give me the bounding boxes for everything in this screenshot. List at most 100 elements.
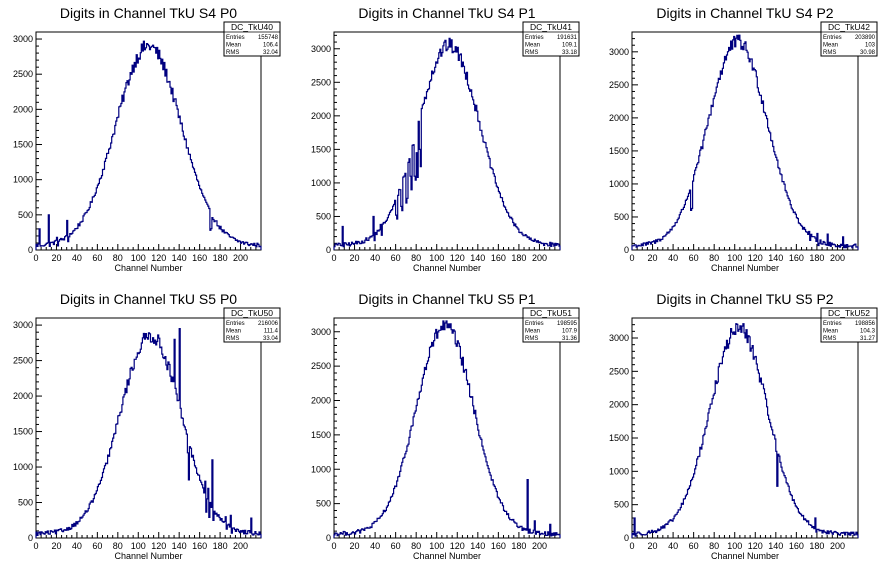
plot-frame [631,31,859,251]
histogram-line [333,37,561,250]
y-tick-label: 500 [614,500,629,510]
y-tick-label: 2000 [609,400,629,410]
x-tick-label: 100 [727,541,742,551]
stats-label: RMS [823,50,836,56]
y-tick-label: 1000 [609,466,629,476]
x-tick-label: 20 [51,253,61,263]
stats-value: 31.27 [860,336,876,342]
stats-value: 33.18 [562,50,578,56]
x-axis-label: Channel Number [413,551,481,561]
x-tick-label: 140 [172,541,187,551]
x-tick-label: 180 [809,253,824,263]
stats-box-frame [223,21,281,57]
x-axis: 0 20 40 60 80 100 120 140 160 180 200 Channel Numbe… [33,244,262,273]
histogram-panel: Digits in Channel TkU S4 P1 0 20 40 60 80 100 1… [311,5,580,273]
x-tick-label: 60 [391,541,401,551]
y-tick-label: 0 [28,245,33,255]
y-axis: 0 500 1000 1500 2000 2500 3000 [609,31,638,255]
x-tick-label: 100 [727,253,742,263]
x-tick-label: 160 [491,253,506,263]
x-tick-label: 120 [450,253,465,263]
y-tick-label: 2500 [311,77,331,87]
stats-value: 106.4 [263,43,279,49]
x-axis-label: Channel Number [114,263,182,273]
y-tick-label: 2500 [609,366,629,376]
stats-label: RMS [823,336,836,342]
stats-label: RMS [525,50,538,56]
x-tick-label: 180 [809,541,824,551]
x-tick-label: 200 [532,541,547,551]
x-tick-label: 120 [748,253,763,263]
x-tick-label: 180 [213,253,228,263]
stats-value: 31.36 [562,336,578,342]
chart-title: Digits in Channel TkU S5 P2 [656,291,833,307]
x-tick-label: 60 [689,253,699,263]
x-tick-label: 40 [72,541,82,551]
chart-title: Digits in Channel TkU S4 P1 [358,5,535,21]
x-tick-label: 60 [689,541,699,551]
stats-name: DC_TkU50 [231,308,273,318]
x-tick-label: 120 [151,541,166,551]
y-tick-label: 1500 [13,427,33,437]
x-tick-label: 40 [668,541,678,551]
y-axis: 0 500 1000 1500 2000 2500 3000 [13,317,42,543]
chart-title: Digits in Channel TkU S4 P2 [656,5,833,21]
y-tick-label: 1000 [13,175,33,185]
y-tick-label: 2000 [13,104,33,114]
plot-frame [35,31,262,251]
y-tick-label: 1500 [609,433,629,443]
chart-title: Digits in Channel TkU S4 P0 [60,5,237,21]
x-tick-label: 200 [830,253,845,263]
stats-label: RMS [226,336,239,342]
x-tick-label: 80 [709,253,719,263]
chart-title: Digits in Channel TkU S5 P1 [358,291,535,307]
x-tick-label: 20 [350,541,360,551]
y-tick-label: 1500 [311,430,331,440]
histogram-line [35,328,262,538]
x-tick-label: 120 [151,253,166,263]
histogram-panel: Digits in Channel TkU S5 P0 0 20 40 60 80 100 1… [13,291,281,561]
x-tick-label: 180 [511,253,526,263]
stats-label: Mean [823,329,838,335]
x-tick-label: 140 [768,541,783,551]
x-axis-label: Channel Number [711,551,779,561]
plot-frame [333,31,561,251]
stats-box-frame [820,21,878,57]
stats-value: 216006 [258,321,279,327]
plot-frame [35,317,262,539]
histogram-line [35,40,262,250]
x-axis: 0 20 40 60 80 100 120 140 160 180 200 Channel Numbe… [331,532,561,561]
x-tick-label: 20 [51,541,61,551]
y-tick-label: 500 [316,499,331,509]
x-tick-label: 40 [668,253,678,263]
y-tick-label: 0 [28,533,33,543]
y-tick-label: 0 [624,245,629,255]
stats-box-frame [223,307,281,343]
y-tick-label: 1500 [13,140,33,150]
x-tick-label: 80 [411,541,421,551]
y-tick-label: 3000 [609,333,629,343]
x-tick-label: 140 [172,253,187,263]
x-tick-label: 40 [370,253,380,263]
x-tick-label: 60 [391,253,401,263]
plot-frame [333,317,561,539]
y-tick-label: 2500 [13,69,33,79]
x-tick-label: 20 [350,253,360,263]
histogram-line [333,320,561,538]
stats-name: DC_TkU40 [231,22,273,32]
stats-box-frame [522,21,580,57]
y-tick-label: 1500 [311,144,331,154]
y-tick-label: 500 [18,498,33,508]
y-tick-label: 3000 [13,320,33,330]
x-tick-label: 120 [748,541,763,551]
x-tick-label: 60 [92,541,102,551]
y-tick-label: 3000 [609,47,629,57]
x-tick-label: 180 [213,541,228,551]
stats-value: 155748 [258,35,279,41]
x-axis: 0 20 40 60 80 100 120 140 160 180 200 Channel Numbe… [629,532,859,561]
x-tick-label: 0 [331,253,336,263]
x-axis: 0 20 40 60 80 100 120 140 160 180 200 Channel Numbe… [33,532,262,561]
x-tick-label: 100 [131,541,146,551]
y-tick-label: 0 [624,533,629,543]
